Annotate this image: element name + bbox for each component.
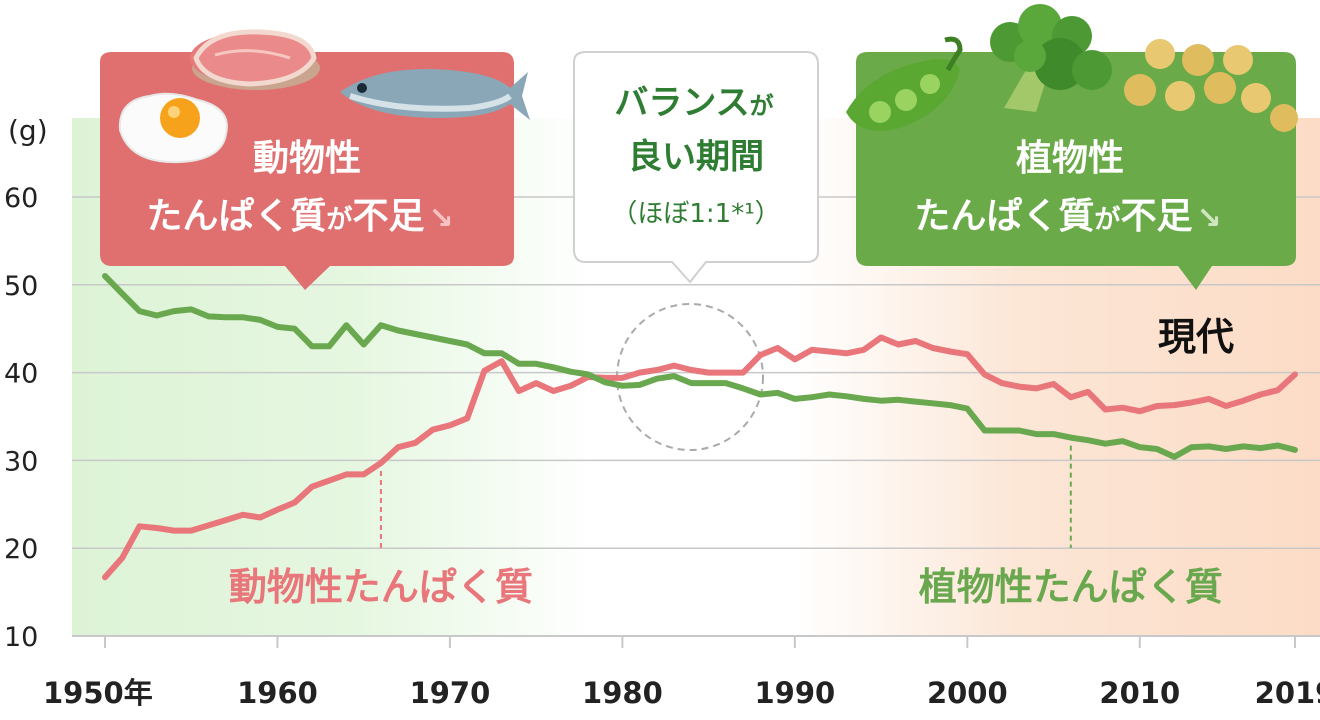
x-tick-1970: 1970 [410,676,491,710]
broccoli-icon [990,4,1112,112]
current-era-label: 現代 [1158,315,1234,359]
y-axis-label: (g) [8,114,48,147]
y-tick-20: 20 [4,534,38,565]
series-label-plant: 植物性たんぱく質 [919,565,1223,609]
x-tick-2010: 2010 [1099,676,1180,710]
pea-pod-icon [846,36,963,131]
x-axis-ticks: 1950年 1960 1970 1980 1990 2000 2010 2019 [43,636,1320,710]
x-tick-1950: 1950年 [43,676,153,710]
balance-callout-line1: バランスが [614,83,773,123]
series-lines [102,273,1298,581]
series-label-animal: 動物性たんぱく質 [229,565,533,609]
y-tick-10: 10 [4,622,38,653]
y-axis-ticks: 10 20 30 40 50 60 [4,183,38,653]
x-tick-2019: 2019 [1255,676,1320,710]
plant-callout-line2: たんぱく質が不足 ↘ [914,196,1221,237]
series-line-animal [102,334,1298,581]
series-line-plant [102,273,1298,460]
steak-icon [190,29,320,90]
y-tick-60: 60 [4,183,38,214]
fried-egg-icon [118,92,228,164]
y-tick-40: 40 [4,359,38,390]
x-tick-2000: 2000 [927,676,1008,710]
series-labels: 動物性たんぱく質 植物性たんぱく質 [229,445,1223,609]
x-tick-1960: 1960 [237,676,318,710]
animal-callout-line2: たんぱく質が不足 ↘ [146,196,453,237]
balance-callout-line3: （ほぼ1:1*¹） [611,199,780,229]
plant-callout-line1: 植物性 [1016,138,1124,179]
animal-callout-line1: 動物性 [253,138,361,179]
x-tick-1990: 1990 [754,676,835,710]
x-tick-1980: 1980 [582,676,663,710]
y-tick-50: 50 [4,271,38,302]
fish-icon [340,68,530,120]
balance-callout-line2: 良い期間 [628,137,764,177]
balance-period-callout: バランスが 良い期間 （ほぼ1:1*¹） [573,51,819,284]
plant-protein-callout: 植物性 たんぱく質が不足 ↘ [856,52,1296,290]
soybean-icon [1124,39,1298,132]
y-tick-30: 30 [4,446,38,477]
